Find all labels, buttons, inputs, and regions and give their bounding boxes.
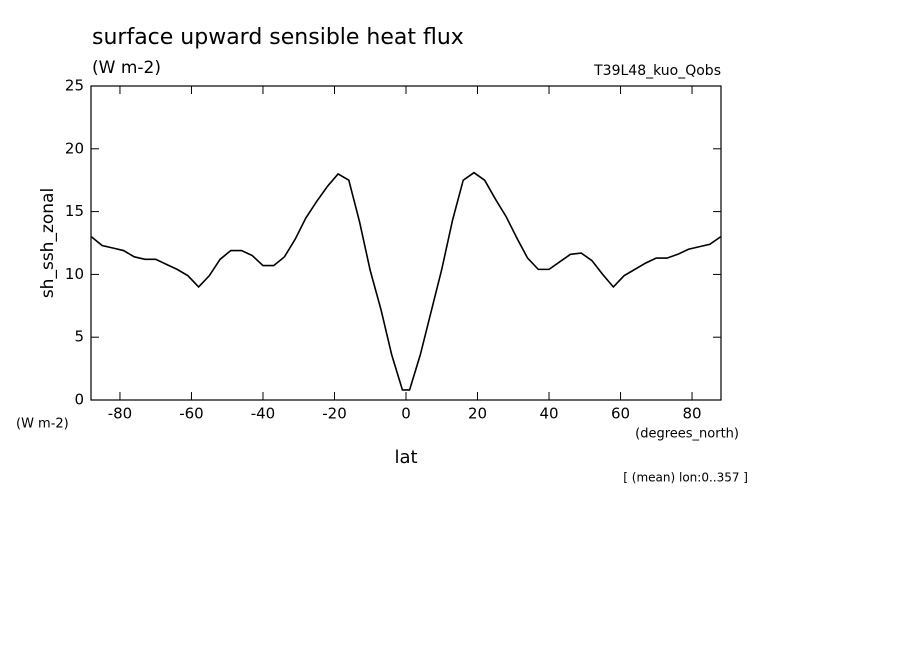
y-tick-label: 15 <box>65 202 84 220</box>
x-tick-label: 40 <box>539 405 558 423</box>
line-series <box>90 171 722 391</box>
x-tick-label: 80 <box>682 405 701 423</box>
y-tick-label: 10 <box>65 265 84 283</box>
y-tick-label: 5 <box>74 328 84 346</box>
subtitle: (W m-2) <box>92 58 161 78</box>
y-axis-label: sh_ssh_zonal <box>38 188 58 298</box>
y-tick-label: 20 <box>65 139 84 157</box>
x-axis-label: lat <box>394 447 417 468</box>
chart-title: surface upward sensible heat flux <box>92 25 464 50</box>
note: [ (mean) lon:0..357 ] <box>623 471 748 485</box>
y-tick-label: 0 <box>74 391 84 409</box>
experiment: T39L48_kuo_Qobs <box>593 63 721 79</box>
x-tick-label: 20 <box>468 405 487 423</box>
x-tick-label: -20 <box>322 405 347 423</box>
x-tick-label: 0 <box>401 405 411 423</box>
y-tick-label: 25 <box>65 77 84 95</box>
x-tick-label: -40 <box>251 405 276 423</box>
x-tick-label: 60 <box>611 405 630 423</box>
x-units: (degrees_north) <box>635 427 739 442</box>
y-units: (W m-2) <box>16 417 69 432</box>
x-tick-label: -80 <box>108 405 133 423</box>
x-tick-label: -60 <box>179 405 204 423</box>
